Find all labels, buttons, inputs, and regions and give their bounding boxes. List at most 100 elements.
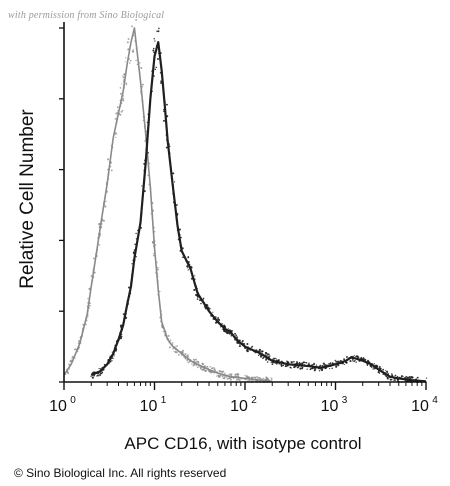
sample-series-dot: [284, 365, 287, 367]
sample-series-dot: [404, 380, 406, 382]
isotype-series-dot: [229, 378, 232, 381]
isotype-series-dot: [135, 59, 137, 62]
isotype-series-dot: [164, 330, 167, 333]
isotype-series-dot: [98, 244, 101, 246]
sample-series-dot: [202, 299, 204, 301]
isotype-series-dot: [116, 111, 119, 114]
sample-series-dot: [140, 214, 142, 217]
isotype-series-dot: [134, 40, 136, 42]
sample-series-dot: [236, 339, 238, 341]
isotype-series-dot: [169, 343, 172, 345]
isotype-series-dot: [105, 200, 107, 203]
isotype-series-dot: [97, 243, 99, 246]
isotype-series-dot: [126, 66, 128, 68]
sample-series-dot: [383, 371, 385, 374]
sample-series-dot: [144, 166, 146, 169]
isotype-series-dot: [139, 62, 141, 64]
isotype-series-dot: [123, 73, 126, 76]
sample-series-dot: [254, 351, 257, 354]
sample-series-dot: [298, 362, 301, 365]
isotype-series-dot: [71, 355, 74, 359]
isotype-series-dot: [141, 83, 144, 86]
isotype-series-dot: [247, 376, 250, 379]
sample-series-dot: [178, 234, 181, 236]
sample-series-dot: [326, 365, 329, 368]
isotype-series-dot: [155, 271, 158, 274]
sample-series-dot: [357, 357, 359, 359]
sample-series-dot: [333, 362, 335, 365]
sample-series-dot: [156, 44, 158, 47]
isotype-series-dot: [168, 342, 170, 344]
isotype-series-dot: [193, 362, 196, 365]
sample-series-dot: [366, 364, 369, 366]
sample-series-dot: [387, 375, 390, 378]
sample-series-dot: [329, 362, 331, 365]
sample-series-dot: [290, 361, 293, 364]
sample-series-dot: [266, 361, 269, 363]
sample-series-dot: [331, 367, 333, 369]
sample-series-dot: [193, 278, 196, 281]
sample-series-dot: [267, 356, 270, 359]
sample-series-dot: [249, 348, 252, 351]
isotype-series-dot: [234, 376, 236, 378]
isotype-series-dot: [172, 343, 174, 345]
sample-series-dot: [256, 350, 259, 353]
isotype-series-dot: [152, 245, 155, 248]
sample-series-dot: [346, 358, 349, 361]
x-tick-label-base: 10: [411, 398, 429, 415]
sample-series-dot: [173, 195, 175, 197]
sample-series-dot: [165, 121, 167, 123]
isotype-series-dot: [228, 373, 230, 375]
isotype-series-dot: [270, 378, 273, 380]
sample-series-dot: [160, 80, 162, 83]
isotype-series-dot: [178, 350, 180, 353]
sample-series-dot: [411, 379, 413, 381]
sample-series-dot: [378, 367, 380, 369]
sample-series-dot: [286, 361, 288, 363]
isotype-series-dot: [197, 364, 200, 367]
sample-series-dot: [226, 328, 228, 330]
sample-series-dot: [187, 261, 190, 264]
isotype-series-dot: [91, 279, 94, 282]
isotype-series-dot: [69, 360, 72, 363]
isotype-series-dot: [81, 327, 84, 330]
isotype-series-dot: [194, 358, 197, 361]
sample-series-dot: [234, 338, 237, 341]
sample-series-dot: [344, 361, 347, 364]
isotype-series-dot: [151, 202, 154, 205]
isotype-series-dot: [167, 334, 170, 337]
sample-series-dot: [399, 376, 401, 379]
isotype-series-dot: [148, 183, 151, 186]
isotype-series-dot: [261, 378, 264, 381]
sample-series-dot: [246, 350, 249, 353]
isotype-series-dot: [204, 365, 206, 368]
sample-series-dot: [353, 355, 355, 357]
sample-series-dot: [334, 359, 336, 362]
sample-series-dot: [124, 316, 128, 319]
sample-series-dot: [172, 192, 175, 195]
sample-series-dot: [228, 332, 231, 335]
sample-series-dot: [195, 285, 198, 288]
sample-series-dot: [379, 365, 381, 368]
isotype-series-dot: [187, 355, 190, 358]
sample-series-dot: [359, 357, 362, 360]
isotype-series-dot: [152, 242, 154, 244]
sample-series-dot: [355, 355, 358, 357]
isotype-series-dot: [236, 373, 239, 376]
sample-series-dot: [267, 353, 270, 356]
isotype-series-dot: [166, 337, 168, 340]
sample-series-dot: [353, 360, 355, 363]
isotype-series-dot: [251, 376, 253, 378]
isotype-series-dot: [117, 112, 121, 115]
isotype-series-dot: [184, 357, 186, 359]
sample-series-dot: [282, 361, 285, 364]
sample-series-dot: [135, 238, 138, 240]
isotype-series-dot: [156, 273, 159, 275]
isotype-series-dot: [74, 357, 76, 359]
sample-series-dot: [251, 345, 254, 348]
isotype-series-dot: [71, 359, 74, 362]
sample-series-dot: [241, 342, 244, 344]
isotype-series-dot: [94, 253, 97, 256]
isotype-series-dot: [132, 34, 135, 37]
isotype-series-dot: [93, 267, 95, 269]
